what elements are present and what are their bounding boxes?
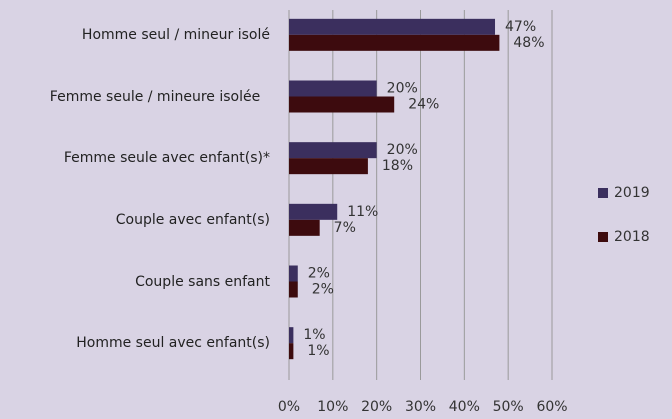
bar bbox=[289, 281, 298, 298]
bar bbox=[289, 34, 500, 51]
value-label: 11% bbox=[347, 204, 378, 220]
legend-label: 2019 bbox=[614, 185, 650, 201]
bar bbox=[289, 158, 368, 175]
bar bbox=[289, 265, 298, 282]
x-tick-label: 20% bbox=[361, 399, 392, 415]
x-tick-label: 0% bbox=[278, 399, 300, 415]
category-label: Femme seule avec enfant(s)* bbox=[63, 150, 270, 167]
value-label: 2% bbox=[312, 282, 334, 298]
category-label: Couple sans enfant bbox=[135, 273, 270, 290]
value-label: 20% bbox=[387, 81, 418, 97]
bar bbox=[289, 343, 294, 360]
bar bbox=[289, 219, 320, 236]
value-label: 7% bbox=[334, 220, 356, 236]
x-tick-label: 40% bbox=[449, 399, 480, 415]
value-label: 1% bbox=[307, 343, 329, 359]
value-label: 1% bbox=[303, 327, 325, 343]
value-label: 18% bbox=[382, 158, 413, 174]
category-label: Homme seul avec enfant(s) bbox=[76, 335, 270, 352]
category-label: Couple avec enfant(s) bbox=[115, 211, 270, 228]
legend-swatch bbox=[598, 188, 608, 198]
value-label: 48% bbox=[513, 35, 544, 51]
x-tick-label: 50% bbox=[493, 399, 524, 415]
category-label: Homme seul / mineur isolé bbox=[81, 26, 270, 43]
x-tick-label: 30% bbox=[405, 399, 436, 415]
bar bbox=[289, 327, 294, 344]
x-tick-label: 10% bbox=[317, 399, 348, 415]
x-tick-label: 60% bbox=[536, 399, 567, 415]
bar bbox=[289, 203, 338, 220]
value-label: 20% bbox=[387, 142, 418, 158]
bar bbox=[289, 18, 496, 35]
bar bbox=[289, 80, 377, 97]
value-label: 24% bbox=[408, 97, 439, 113]
legend-swatch bbox=[598, 232, 608, 242]
category-label: Femme seule / mineure isolée bbox=[49, 88, 261, 105]
value-label: 2% bbox=[308, 266, 330, 282]
value-label: 47% bbox=[505, 19, 536, 35]
bar bbox=[289, 142, 377, 159]
bar bbox=[289, 96, 395, 113]
legend-label: 2018 bbox=[614, 229, 650, 245]
